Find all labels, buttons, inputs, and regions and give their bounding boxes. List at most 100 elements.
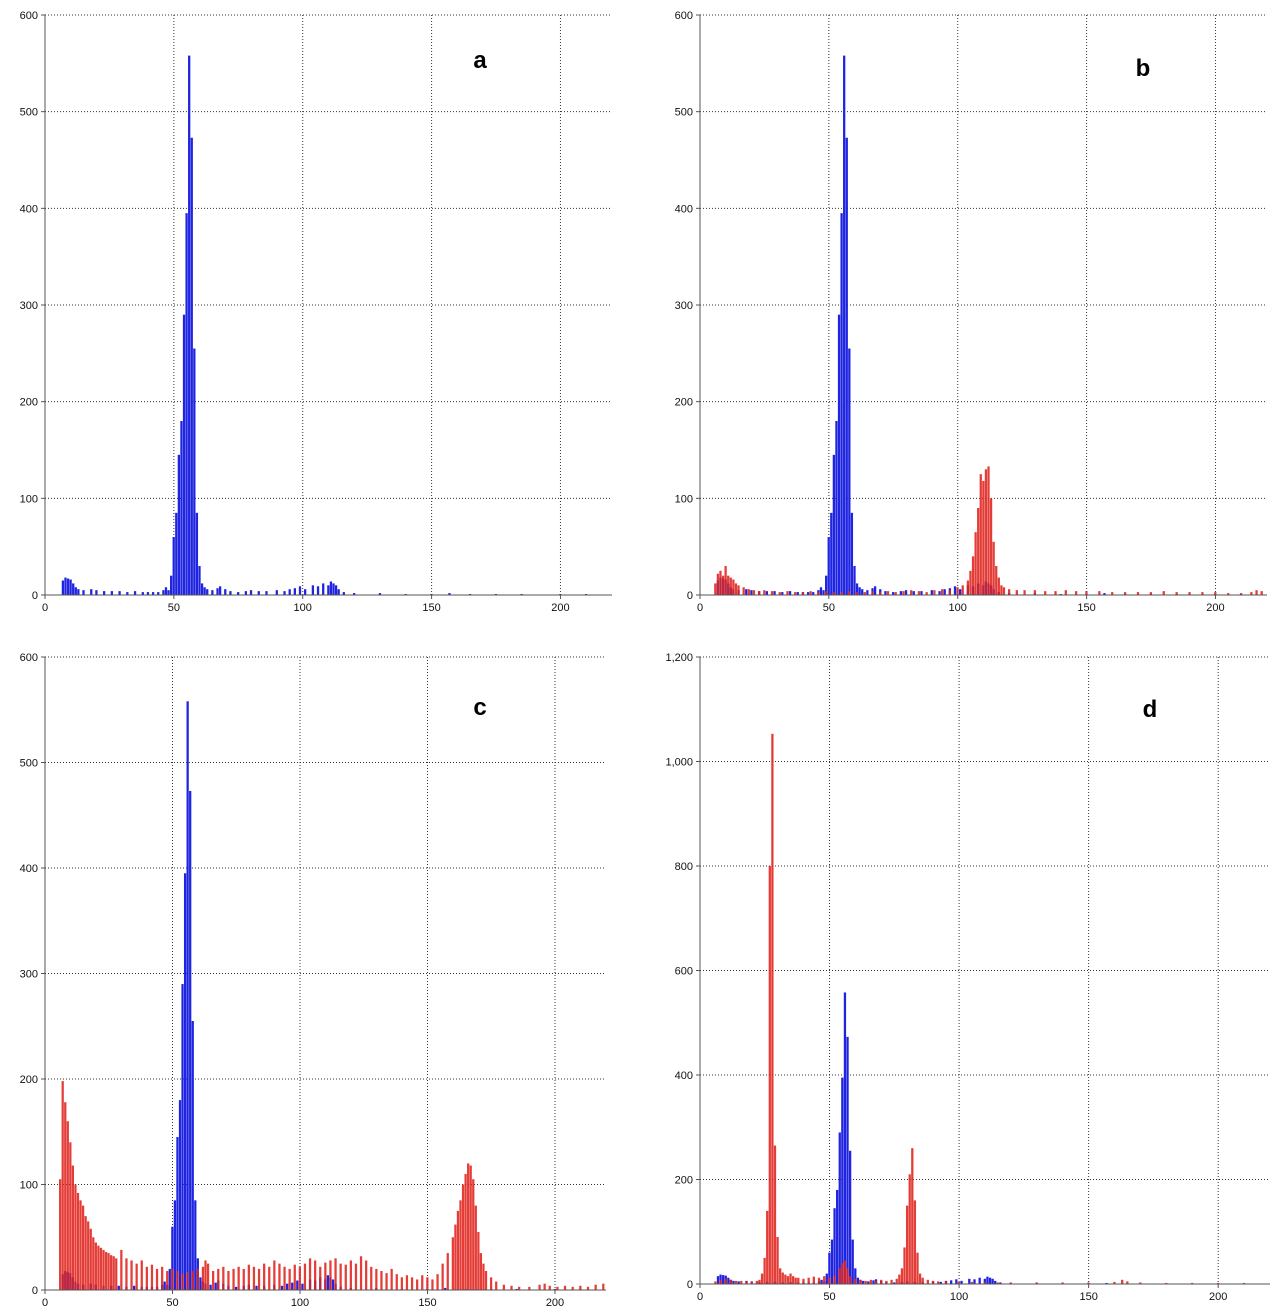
panel-b-series-1-bar-69 (1149, 592, 1153, 595)
panel-a-series-0-bar-8 (90, 589, 93, 595)
panel-c-series-1-bar-84 (426, 1277, 429, 1290)
panel-b-series-1-bar-1 (716, 573, 720, 595)
panel-c-series-1-bar-15 (97, 1245, 100, 1290)
panel-b-series-1-bar-70 (1162, 591, 1165, 595)
panel-b-series-1-bar-19 (801, 592, 805, 595)
panel-d-series-0-bar-1 (719, 1274, 722, 1284)
panel-d-series-1-bar-28 (817, 1277, 821, 1284)
panel-c-series-1-bar-11 (87, 1221, 90, 1290)
panel-c-series-0-bar-66 (444, 1287, 447, 1290)
panel-d-series-1-bar-53 (916, 1252, 919, 1284)
panel-d-series-1-bar-73 (1190, 1282, 1194, 1284)
panel-d-series-1-bar-52 (913, 1200, 917, 1284)
panel-c-series-1-bar-24 (125, 1258, 128, 1290)
panel-c-series-0-bar-38 (214, 1282, 217, 1290)
panel-c-series-1-bar-5 (71, 1165, 75, 1290)
panel-b-series-1-bar-63 (1074, 591, 1078, 595)
panel-c-series-1-bar-33 (171, 1268, 174, 1290)
panel-a-series-0-bar-35 (203, 587, 206, 595)
panel-d-series-1-bar-1 (719, 1279, 722, 1284)
panel-d-series-0-bar-42 (893, 1282, 896, 1284)
panel-c-series-1-bar-98 (474, 1205, 477, 1290)
panel-a-series-0-bar-5 (74, 587, 77, 595)
panel-d-series-1-bar-11 (763, 1257, 766, 1285)
panel-d-series-1-bar-63 (996, 1282, 999, 1284)
panel-d-series-1-bar-2 (724, 1278, 727, 1284)
panel-c-series-1-bar-101 (482, 1263, 485, 1291)
panel-b-series-1-bar-31 (894, 592, 897, 595)
panel-b-series-0-bar-35 (858, 587, 861, 595)
panel-d-series-0-bar-55 (978, 1277, 981, 1284)
panel-a-series-0-bar-0 (61, 580, 65, 595)
panel-b-series-1-bar-77 (1250, 592, 1253, 595)
panel-b-series-0-bar-28 (840, 213, 843, 596)
panel-c-series-1-bar-117 (594, 1284, 597, 1290)
panel-c-series-1-bar-79 (400, 1277, 403, 1290)
panel-d-series-1-bar-18 (781, 1272, 784, 1284)
panel-a-series-0-bar-34 (200, 583, 204, 595)
panel-c-series-1-bar-57 (288, 1268, 291, 1290)
panel-c-series-0-bar-28 (183, 873, 187, 1290)
panel-b-x-tick-label-1: 50 (823, 602, 835, 614)
panel-a-series-0-bar-3 (69, 579, 72, 595)
panel-c-series-1-bar-71 (359, 1256, 363, 1290)
panel-d-series-1-bar-38 (859, 1279, 862, 1284)
panel-c-series-1-bar-80 (405, 1275, 409, 1290)
panel-c-series-1-bar-27 (140, 1260, 143, 1290)
panel-b-series-1-bar-75 (1227, 593, 1230, 595)
panel-c-series-1-bar-23 (120, 1249, 123, 1290)
panel-a-series-0-bar-61 (342, 592, 345, 595)
panel-a-series-0-bar-59 (334, 585, 338, 595)
panel-b-series-1-bar-58 (1023, 590, 1026, 595)
panel-b-series-1-bar-71 (1175, 592, 1178, 595)
panel-b-series-0-bar-23 (827, 537, 830, 595)
panel-c-series-1-bar-78 (395, 1274, 398, 1290)
panel-d-series-1 (714, 733, 1246, 1285)
panel-d-series-0-bar-50 (950, 1280, 953, 1284)
panel-c-series-1-bar-30 (155, 1268, 159, 1290)
panel-c-series-1-bar-26 (135, 1263, 138, 1291)
panel-d-series-1-bar-65 (1035, 1282, 1038, 1284)
panel-d: 0 200 400 600 800 1,000 1,200 0 50 100 150 200 d (665, 652, 1270, 1303)
panel-c-series-1-bar-44 (222, 1266, 225, 1290)
panel-c-series-1-bar-34 (176, 1271, 179, 1290)
panel-b-letter: b (1136, 55, 1151, 82)
panel-a-series-0-bar-2 (66, 578, 70, 595)
panel-d-series-0-bar-30 (846, 1036, 849, 1284)
panel-d-x-tick-label-2: 100 (950, 1291, 968, 1303)
panel-c-series-1-bar-109 (538, 1284, 541, 1290)
panel-d-series-1-bar-4 (734, 1280, 738, 1284)
panel-c-series-1-bar-76 (385, 1273, 388, 1290)
panel-d-series-1-bar-14 (771, 733, 774, 1284)
panel-a-series-0-bar-10 (102, 591, 106, 595)
panel-c-series-1-bar-100 (479, 1253, 483, 1290)
panel-b-series-1-bar-24 (840, 592, 843, 595)
panel-a-series-0-bar-20 (164, 587, 168, 595)
panel-c-series-1-bar-10 (84, 1216, 87, 1290)
panel-b-x-tick-label-0: 0 (697, 602, 703, 614)
panel-a-series-0-bar-57 (329, 581, 333, 595)
panel-a-y-tick-label-4: 400 (20, 203, 38, 215)
panel-b-series-1-bar-66 (1111, 592, 1114, 595)
panel-b-series-1-bar-76 (1239, 593, 1243, 595)
panel-a-series-0-bar-56 (327, 585, 330, 595)
panel-d-series-1-bar-42 (880, 1279, 883, 1284)
panel-b-series-1-bar-26 (855, 592, 859, 595)
panel-b-series-1-bar-10 (742, 587, 745, 595)
panel-c-series-1-bar-99 (477, 1231, 480, 1290)
panel-d-y-tick-label-3: 600 (675, 966, 693, 978)
panel-c-series-0-bar-22 (168, 1268, 171, 1290)
panel-b-series-1-bar-29 (879, 592, 882, 595)
panel-c-series-1-bar-39 (201, 1266, 205, 1290)
panel-a-y-tick-label-1: 100 (20, 493, 38, 505)
panel-b-series-1-bar-64 (1085, 591, 1088, 595)
panel-d-series-0-bar-20 (820, 1279, 823, 1284)
panel-c-series-1-bar-50 (252, 1266, 256, 1290)
panel-d-series-0-bar-61 (999, 1282, 1002, 1284)
panel-d-series-1-bar-61 (970, 1281, 974, 1284)
panel-a-series-0-bar-21 (167, 590, 170, 595)
panel-c-series-1-bar-31 (161, 1266, 164, 1290)
panel-c-series-1-bar-105 (502, 1284, 505, 1290)
panel-a-series-0-bar-27 (182, 314, 186, 595)
panel-c-series-1-bar-42 (212, 1271, 215, 1290)
